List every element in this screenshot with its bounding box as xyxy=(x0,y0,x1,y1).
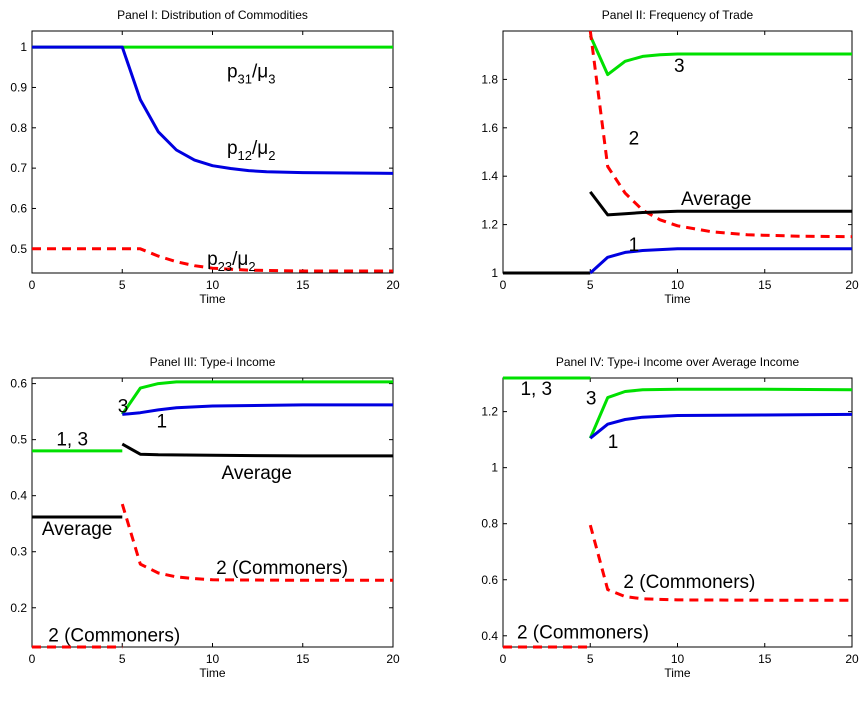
y-tick-label: 0.7 xyxy=(10,161,27,175)
y-tick-label: 0.2 xyxy=(10,601,27,615)
annotation: 3 xyxy=(586,389,597,410)
y-tick-label: 0.3 xyxy=(10,545,27,559)
series-line xyxy=(120,503,393,582)
y-tick-label: 0.6 xyxy=(10,201,27,215)
annotation: p23/μ2 xyxy=(207,249,256,274)
x-tick-label: 10 xyxy=(206,652,220,666)
annotation: p31/μ3 xyxy=(227,61,276,86)
annotation: 2 xyxy=(629,129,640,150)
panel-title: Panel II: Frequency of Trade xyxy=(602,8,754,22)
y-tick-label: 1 xyxy=(491,461,498,475)
panel-3: Panel III: Type-i Income 0 5 10 15 20 0.2 0.3 0.… xyxy=(10,355,400,680)
annotation: 3 xyxy=(674,56,685,77)
x-tick-label: 15 xyxy=(296,278,310,292)
panel-title: Panel I: Distribution of Commodities xyxy=(117,8,308,22)
y-tick-label: 0.8 xyxy=(481,517,498,531)
annotation: 2 (Commoners) xyxy=(48,625,180,646)
x-tick-label: 0 xyxy=(29,278,36,292)
x-tick-label: 0 xyxy=(500,278,507,292)
series-line xyxy=(32,45,394,175)
x-tick-label: 10 xyxy=(671,278,685,292)
x-tick-label: 5 xyxy=(119,652,126,666)
series-line xyxy=(589,412,853,440)
y-tick-label: 0.6 xyxy=(481,573,498,587)
annotation: 1, 3 xyxy=(520,379,552,400)
y-tick-label: 1 xyxy=(491,266,498,280)
x-tick-label: 15 xyxy=(296,652,310,666)
plot-area xyxy=(31,377,394,648)
series-line xyxy=(588,30,853,239)
plot-area xyxy=(502,377,853,648)
x-axis-label: Time xyxy=(664,292,691,306)
annotation: 2 (Commoners) xyxy=(216,558,348,579)
panel-4: Panel IV: Type-i Income over Average Inc… xyxy=(481,355,859,680)
x-tick-label: 15 xyxy=(758,278,772,292)
y-tick-label: 1.2 xyxy=(481,405,498,419)
y-tick-label: 0.9 xyxy=(10,80,27,94)
annotation: 1 xyxy=(608,432,619,453)
panel-title: Panel III: Type-i Income xyxy=(150,355,276,369)
annotation: 2 (Commoners) xyxy=(517,623,649,644)
panel-title: Panel IV: Type-i Income over Average Inc… xyxy=(556,355,800,369)
x-tick-label: 20 xyxy=(386,278,400,292)
annotation: 2 (Commoners) xyxy=(623,572,755,593)
y-tick-label: 1.2 xyxy=(481,218,498,232)
annotation: 1, 3 xyxy=(56,429,88,450)
series-line xyxy=(32,247,393,273)
x-tick-label: 5 xyxy=(587,278,594,292)
annotation: 3 xyxy=(118,397,129,418)
annotation: 1 xyxy=(157,411,168,432)
series-line xyxy=(589,190,852,217)
y-tick-label: 0.6 xyxy=(10,377,27,391)
x-tick-label: 5 xyxy=(119,278,126,292)
y-tick-label: 0.4 xyxy=(10,489,27,503)
y-tick-label: 1.4 xyxy=(481,169,498,183)
series-line xyxy=(589,247,852,275)
y-tick-label: 1 xyxy=(20,40,27,54)
series-line xyxy=(588,35,852,77)
x-tick-label: 20 xyxy=(386,652,400,666)
y-tick-label: 0.8 xyxy=(10,121,27,135)
y-tick-label: 0.4 xyxy=(481,629,498,643)
y-tick-label: 1.6 xyxy=(481,121,498,135)
x-axis-label: Time xyxy=(664,666,691,680)
annotation: Average xyxy=(42,519,112,540)
y-tick-label: 0.5 xyxy=(10,433,27,447)
plot-area xyxy=(31,30,394,274)
annotation: Average xyxy=(681,189,751,210)
plot-area xyxy=(502,30,853,274)
x-tick-label: 0 xyxy=(29,652,36,666)
x-tick-label: 10 xyxy=(206,278,220,292)
series-line xyxy=(588,387,853,439)
y-tick-label: 0.5 xyxy=(10,242,27,256)
x-axis-label: Time xyxy=(199,666,226,680)
y-tick-label: 1.8 xyxy=(481,72,498,86)
panel-2: Panel II: Frequency of Trade 0 5 10 15 20 1 1.2… xyxy=(481,8,859,306)
x-tick-label: 5 xyxy=(587,652,594,666)
x-tick-label: 20 xyxy=(845,652,859,666)
x-tick-label: 15 xyxy=(758,652,772,666)
series-line xyxy=(588,524,852,602)
x-axis-label: Time xyxy=(199,292,226,306)
series-line xyxy=(121,442,393,458)
annotation: 1 xyxy=(629,235,640,256)
annotation: p12/μ2 xyxy=(227,138,276,163)
series-line xyxy=(122,403,393,416)
x-tick-label: 0 xyxy=(500,652,507,666)
x-tick-label: 20 xyxy=(845,278,859,292)
annotation: Average xyxy=(222,463,292,484)
series-line xyxy=(121,380,393,416)
x-tick-label: 10 xyxy=(671,652,685,666)
